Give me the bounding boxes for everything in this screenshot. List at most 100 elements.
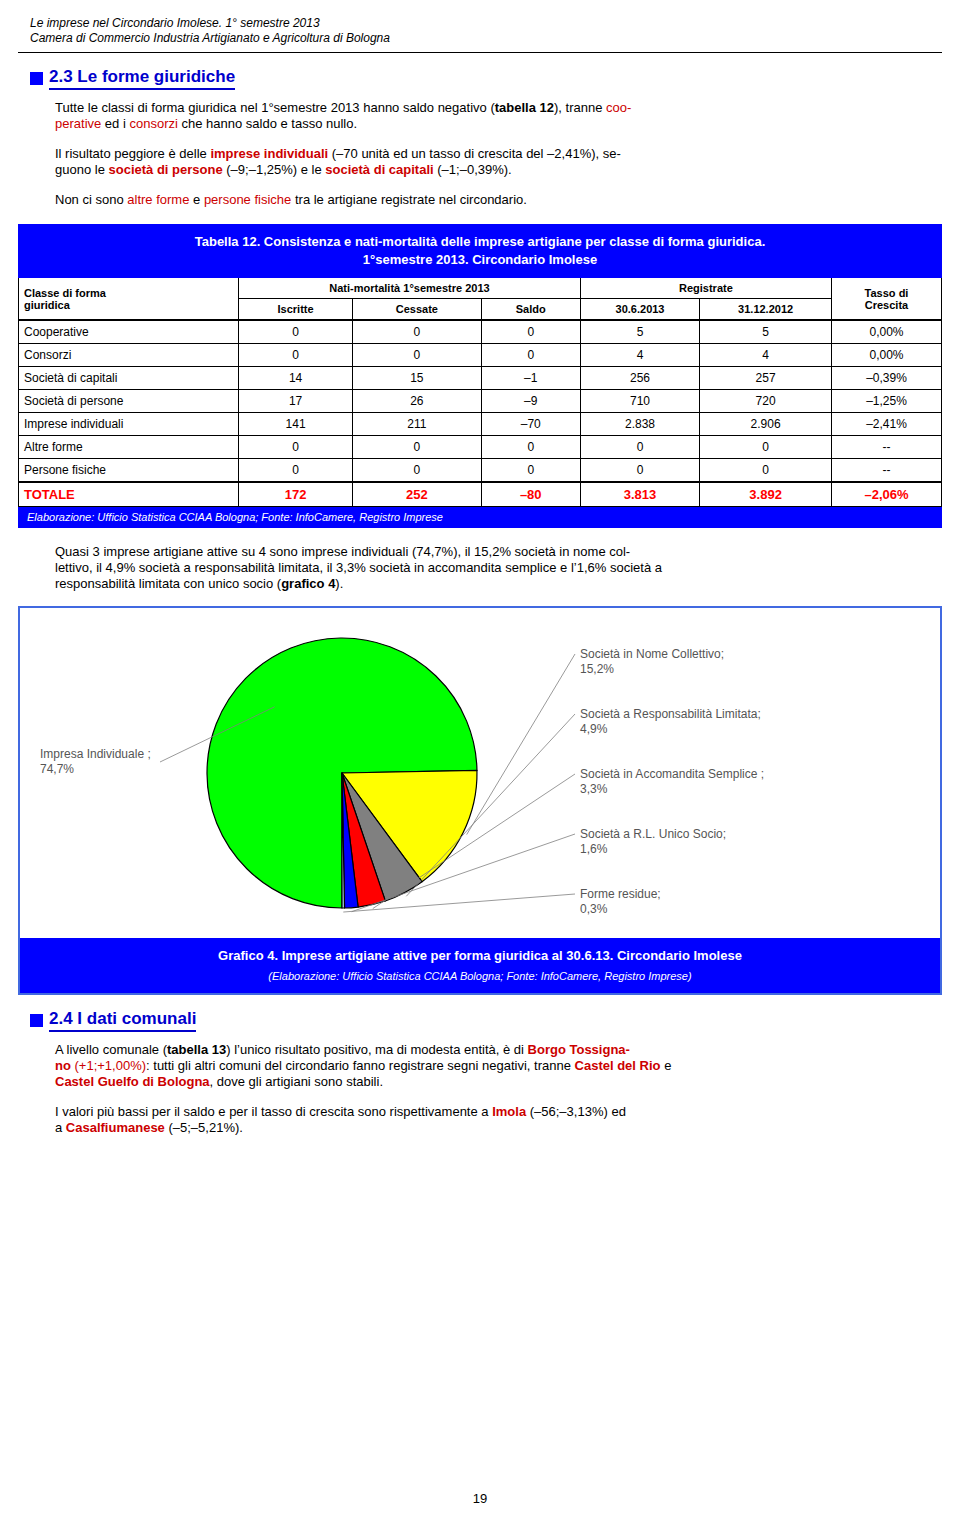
total-cell: 3.892 <box>700 482 832 507</box>
table-row: Persone fisiche00000-- <box>19 459 942 483</box>
table-cell: 0 <box>353 344 482 367</box>
slice-label: Società in Nome Collettivo; <box>580 647 724 661</box>
paragraph-line: Quasi 3 imprese artigiane attive su 4 so… <box>55 544 930 560</box>
table-title-line: Tabella 12. Consistenza e nati-mortalità… <box>24 233 936 251</box>
column-header: Classe di forma giuridica <box>19 278 239 321</box>
table-cell: 710 <box>580 390 700 413</box>
text-segment: Quasi 3 imprese artigiane attive su 4 so… <box>55 544 630 559</box>
text-segment: (–56;–3,13%) ed <box>526 1104 626 1119</box>
text-segment: altre forme <box>127 192 189 207</box>
text-segment: Castel Guelfo di Bologna <box>55 1074 210 1089</box>
column-header: 30.6.2013 <box>580 299 700 321</box>
table-row: Società di capitali1415–1256257–0,39% <box>19 367 942 390</box>
text-segment: responsabilità limitata con unico socio … <box>55 576 281 591</box>
pie-chart: Impresa Individuale ;74,7%Società in Nom… <box>20 608 940 938</box>
text-segment: a <box>55 1120 66 1135</box>
slices <box>207 638 477 908</box>
text-segment: ) l’unico risultato positivo, ma di mode… <box>226 1042 527 1057</box>
table-cell: Altre forme <box>19 436 239 459</box>
table-total-row: TOTALE172252–803.8133.892–2,06% <box>19 482 942 507</box>
total-cell: –2,06% <box>832 482 942 507</box>
text-segment: tabella 13 <box>167 1042 226 1057</box>
chart-box: Impresa Individuale ;74,7%Società in Nom… <box>18 606 942 995</box>
text-segment: e <box>189 192 203 207</box>
text-segment: Castel del Rio <box>575 1058 661 1073</box>
paragraph-line: guono le società di persone (–9;–1,25%) … <box>55 162 930 178</box>
text-segment: perative <box>55 116 101 131</box>
table-cell: 0 <box>239 436 353 459</box>
total-cell: TOTALE <box>19 482 239 507</box>
table-title: Tabella 12. Consistenza e nati-mortalità… <box>19 225 942 278</box>
table-row: Società di persone1726–9710720–1,25% <box>19 390 942 413</box>
table-cell: 0 <box>239 344 353 367</box>
pie-slice <box>207 638 477 908</box>
text-segment: , dove gli artigiani sono stabili. <box>210 1074 383 1089</box>
table-cell: 141 <box>239 413 353 436</box>
table-cell: Società di persone <box>19 390 239 413</box>
table-cell: 0 <box>353 320 482 344</box>
slice-label: Società a R.L. Unico Socio; <box>580 827 726 841</box>
table-cell: 257 <box>700 367 832 390</box>
chart-title: Grafico 4. Imprese artigiane attive per … <box>30 947 930 965</box>
text-segment: ). <box>335 576 343 591</box>
text-segment: ), tranne <box>554 100 606 115</box>
text-segment: tra le artigiane registrate nel circonda… <box>291 192 527 207</box>
paragraph: I valori più bassi per il saldo e per il… <box>55 1104 930 1136</box>
table-row: Altre forme00000-- <box>19 436 942 459</box>
text-segment: imprese individuali <box>210 146 328 161</box>
column-header: Cessate <box>353 299 482 321</box>
paragraph-line: Non ci sono altre forme e persone fisich… <box>55 192 930 208</box>
table-title-row: Tabella 12. Consistenza e nati-mortalità… <box>19 225 942 278</box>
column-header: Iscritte <box>239 299 353 321</box>
text-segment: Non ci sono <box>55 192 127 207</box>
pie-slice <box>342 773 385 907</box>
page-header: Le imprese nel Circondario Imolese. 1° s… <box>18 0 942 53</box>
paragraph-line: a Casalfiumanese (–5;–5,21%). <box>55 1120 930 1136</box>
table-cell: 0 <box>481 344 580 367</box>
text-segment: (–9;–1,25%) e le <box>223 162 326 177</box>
table-cell: 0 <box>481 436 580 459</box>
text-segment: Casalfiumanese <box>66 1120 165 1135</box>
total-cell: 252 <box>353 482 482 507</box>
group-header: Registrate <box>580 278 831 299</box>
table-cell: 0 <box>353 436 482 459</box>
table-cell: –1 <box>481 367 580 390</box>
table-cell: 0 <box>580 459 700 483</box>
text-segment: persone fisiche <box>204 192 291 207</box>
table-cell: Persone fisiche <box>19 459 239 483</box>
header-line: Le imprese nel Circondario Imolese. 1° s… <box>30 16 930 31</box>
group-header: Nati-mortalità 1°semestre 2013 <box>239 278 581 299</box>
paragraph-line: lettivo, il 4,9% società a responsabilit… <box>55 560 930 576</box>
table-cell: 17 <box>239 390 353 413</box>
text-segment: lettivo, il 4,9% società a responsabilit… <box>55 560 662 575</box>
table-cell: 15 <box>353 367 482 390</box>
leader-line <box>352 834 575 912</box>
text-segment: Imola <box>492 1104 526 1119</box>
text-segment: no <box>55 1058 71 1073</box>
column-header: Tasso di Crescita <box>832 278 942 321</box>
paragraph: Tutte le classi di forma giuridica nel 1… <box>55 100 930 132</box>
paragraph-line: Il risultato peggiore è delle imprese in… <box>55 146 930 162</box>
table-cell: 4 <box>580 344 700 367</box>
table-cell: 0 <box>239 459 353 483</box>
table-cell: 0 <box>580 436 700 459</box>
slice-value-label: 74,7% <box>40 762 74 776</box>
table-cell: -- <box>832 436 942 459</box>
section-heading: 2.4 I dati comunali <box>30 1009 960 1032</box>
text-segment: tabella 12 <box>495 100 554 115</box>
paragraph: Non ci sono altre forme e persone fisich… <box>55 192 930 208</box>
slice-label: Società in Accomandita Semplice ; <box>580 767 764 781</box>
text-segment: società di capitali <box>325 162 433 177</box>
table-title-line: 1°semestre 2013. Circondario Imolese <box>24 251 936 269</box>
table-cell: 0 <box>700 436 832 459</box>
text-segment: grafico 4 <box>281 576 335 591</box>
heading-square <box>30 1014 43 1027</box>
table-cell: Società di capitali <box>19 367 239 390</box>
paragraph-line: responsabilità limitata con unico socio … <box>55 576 930 592</box>
table-cell: 0 <box>700 459 832 483</box>
chart-subtitle: (Elaborazione: Ufficio Statistica CCIAA … <box>30 968 930 984</box>
table-cell: –70 <box>481 413 580 436</box>
table-cell: Consorzi <box>19 344 239 367</box>
leader-line <box>373 774 575 909</box>
slice-value-label: 4,9% <box>580 722 608 736</box>
